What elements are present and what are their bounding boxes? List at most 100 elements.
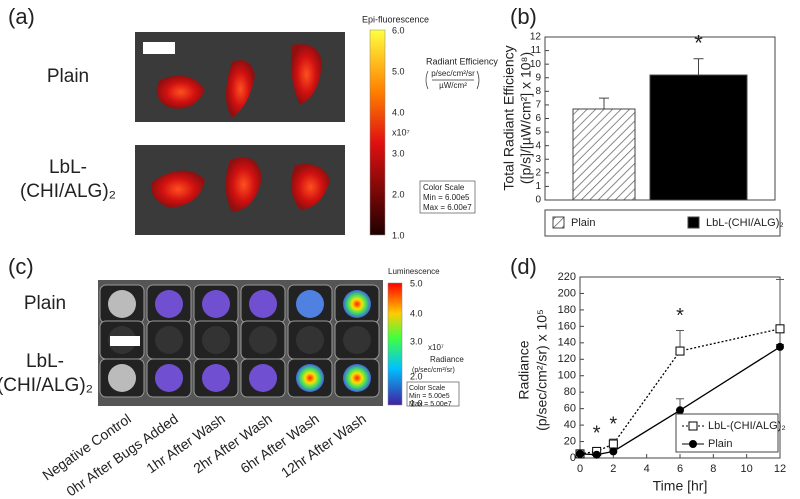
scale-box-line: Color Scale xyxy=(409,385,445,392)
marker xyxy=(776,342,784,351)
x-tick-label: 4 xyxy=(644,463,650,475)
y-tick-label: 1 xyxy=(535,181,541,192)
unit-name: Radiance xyxy=(430,355,464,364)
colorbar-tick: 1.0 xyxy=(410,398,423,408)
column-label: 12hr After Wash xyxy=(278,410,369,480)
colorbar-tick: 5.0 xyxy=(392,66,405,76)
scale-box-line: Max = 6.00e7 xyxy=(423,203,472,212)
y-tick-label: 2 xyxy=(535,167,541,178)
panel-label: (c) xyxy=(8,254,34,279)
y-tick-label: 200 xyxy=(558,287,576,299)
row-label: LbL- xyxy=(49,157,87,178)
well-signal xyxy=(155,326,183,354)
y-tick-label: 220 xyxy=(558,271,576,283)
colorbar-tick: 4.0 xyxy=(410,308,423,318)
marker xyxy=(676,406,684,415)
legend-marker xyxy=(689,440,697,448)
y-tick-label: 3 xyxy=(535,154,541,165)
y-tick-label: 6 xyxy=(535,113,541,124)
well-signal xyxy=(155,364,183,392)
y-tick-label: 20 xyxy=(564,435,576,447)
marker xyxy=(576,449,584,458)
legend-label: Plain xyxy=(571,217,595,229)
well-signal xyxy=(202,326,230,354)
well-signal xyxy=(343,290,371,318)
unit: (p/sec/cm²/sr) xyxy=(412,367,455,374)
legend-marker xyxy=(688,421,698,431)
x-axis-label: Time [hr] xyxy=(653,478,708,494)
well-signal xyxy=(155,290,183,318)
colorbar-title: Luminescence xyxy=(388,267,440,276)
colorbar-tick: 6.0 xyxy=(392,25,405,35)
legend-frame xyxy=(675,413,779,453)
x-tick-label: 0 xyxy=(577,463,583,475)
well-signal xyxy=(296,364,324,392)
colorbar-tick: 2.0 xyxy=(410,371,423,381)
image-c xyxy=(98,280,460,407)
unit-name: Radiant Efficiency xyxy=(426,56,498,66)
well-signal xyxy=(296,290,324,318)
scale-box-line: Min = 6.00e5 xyxy=(423,193,470,202)
multiplier: x10⁷ xyxy=(392,127,410,137)
annotation: * xyxy=(676,305,684,327)
well-signal xyxy=(108,290,136,318)
y-tick-label: 120 xyxy=(558,353,576,365)
scale-bar xyxy=(110,336,140,346)
legend-swatch xyxy=(552,216,565,229)
annotation: * xyxy=(593,422,601,444)
y-tick-label: 60 xyxy=(564,403,576,415)
y-tick-label: 11 xyxy=(531,45,542,56)
y-axis-label: Radiance xyxy=(516,340,532,399)
bar xyxy=(572,108,636,201)
marker xyxy=(775,324,785,334)
image-a xyxy=(135,29,480,236)
y-tick-label: 4 xyxy=(535,140,541,151)
colorbar-tick: 2.0 xyxy=(392,189,405,199)
y-tick-label: 140 xyxy=(558,337,576,349)
row-label: Plain xyxy=(24,293,66,314)
colorbar-title: Epi-fluorescence xyxy=(362,14,429,24)
legend-label: LbL-(CHI/ALG)₂ xyxy=(706,217,784,229)
panel-label: (a) xyxy=(8,4,35,29)
marker xyxy=(609,447,618,456)
colorbar-tick: 3.0 xyxy=(392,148,405,158)
panel-label: (b) xyxy=(510,4,537,29)
marker xyxy=(675,346,685,356)
multiplier: x10⁷ xyxy=(428,343,444,352)
well-signal xyxy=(249,326,277,354)
colorbar-tick: 4.0 xyxy=(392,107,405,117)
y-tick-label: 0 xyxy=(570,452,576,464)
row-label: (CHI/ALG)₂ xyxy=(20,181,116,202)
unit-denominator: µW/cm² xyxy=(439,81,467,90)
legend-swatch xyxy=(687,216,700,229)
well-signal xyxy=(202,364,230,392)
colorbar-tick: 1.0 xyxy=(392,230,405,240)
y-tick-label: 180 xyxy=(558,304,576,316)
x-tick-label: 2 xyxy=(610,463,616,475)
y-tick-label: 80 xyxy=(564,386,576,398)
y-tick-label: 12 xyxy=(530,32,542,43)
y-tick-label: 40 xyxy=(564,419,576,431)
y-axis-label: ([p/s]/[µW/cm²] x 10⁸) xyxy=(518,52,534,184)
panel-label: (d) xyxy=(510,254,537,279)
y-tick-label: 5 xyxy=(535,127,541,138)
y-axis-label: Total Radiant Efficiency xyxy=(501,45,517,190)
y-tick-label: 8 xyxy=(535,86,541,97)
well-signal xyxy=(343,326,371,354)
colorbar-tick: 5.0 xyxy=(410,278,423,288)
scale-box-line: Min = 5.00e5 xyxy=(409,393,450,400)
y-tick-label: 0 xyxy=(535,195,541,206)
scale-box-line: Color Scale xyxy=(423,183,465,192)
marker xyxy=(592,450,601,459)
well-signal xyxy=(249,364,277,392)
annotation: * xyxy=(694,31,703,56)
row-label: LbL- xyxy=(26,351,64,372)
y-tick-label: 7 xyxy=(535,100,541,111)
x-tick-label: 12 xyxy=(774,463,786,475)
colorbar-tick: 3.0 xyxy=(410,336,423,346)
x-tick-label: 8 xyxy=(710,463,716,475)
y-tick-label: 10 xyxy=(530,59,542,70)
legend-label: LbL-(CHI/ALG)₂ xyxy=(708,420,786,432)
well-signal xyxy=(202,290,230,318)
